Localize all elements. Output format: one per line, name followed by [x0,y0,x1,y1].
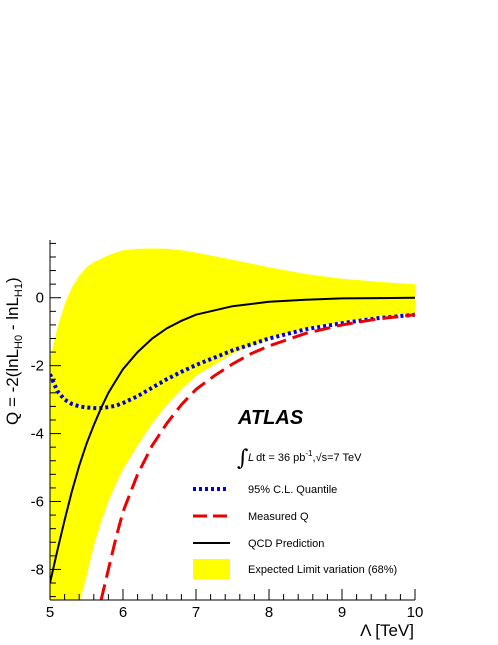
luminosity-L: L [248,452,254,464]
tick-labels: 5 6 7 8 9 10 0 -2 -4 -6 -8 [31,290,424,621]
y-axis-title-mid: - lnL [3,297,22,335]
series-line-measured-q [99,313,415,600]
y-axis-title-end: ) [3,277,22,283]
luminosity-comma: , [313,452,316,464]
band-area [50,248,415,600]
legend: 95% C.L. Quantile Measured Q QCD Predict… [193,484,397,579]
legend-swatch-band [193,559,230,579]
legend-label-qcd: QCD Prediction [248,538,324,550]
sqrt-sign: √ [316,452,323,464]
series-line-qcd-prediction [50,296,415,584]
y-tick-label: -2 [31,358,44,375]
x-tick-label: 10 [407,604,424,621]
x-tick-label: 8 [265,604,273,621]
y-axis-title: Q = -2(lnLH0 - lnLH1) [3,277,25,425]
y-axis-title-sub1: H0 [13,335,25,349]
x-tick-label: 5 [46,604,54,621]
y-axis-title-sub2: H1 [13,283,25,297]
series-layer [50,296,415,600]
axes [49,240,416,601]
legend-label-quantile: 95% C.L. Quantile [248,484,337,496]
luminosity-exponent: -1 [305,449,313,458]
y-tick-label: -6 [31,494,44,511]
energy-text: s=7 TeV [322,452,363,464]
y-tick-label: -8 [31,561,44,578]
integral-sign: ∫ [237,446,249,471]
x-axis-title: Λ [TeV] [360,621,414,640]
y-tick-label: 0 [36,290,44,307]
y-axis-title-main: Q = -2(lnL [3,349,22,425]
confidence-band [50,248,415,600]
series-line-95-c-l-quantile [50,312,415,411]
luminosity-dt: dt = 36 pb [256,452,305,464]
legend-label-band: Expected Limit variation (68%) [248,564,397,576]
legend-label-measured: Measured Q [248,511,309,523]
x-tick-label: 6 [119,604,127,621]
x-tick-label: 9 [338,604,346,621]
y-tick-label: -4 [31,426,44,443]
x-tick-label: 7 [192,604,200,621]
atlas-label: ATLAS [237,407,304,429]
